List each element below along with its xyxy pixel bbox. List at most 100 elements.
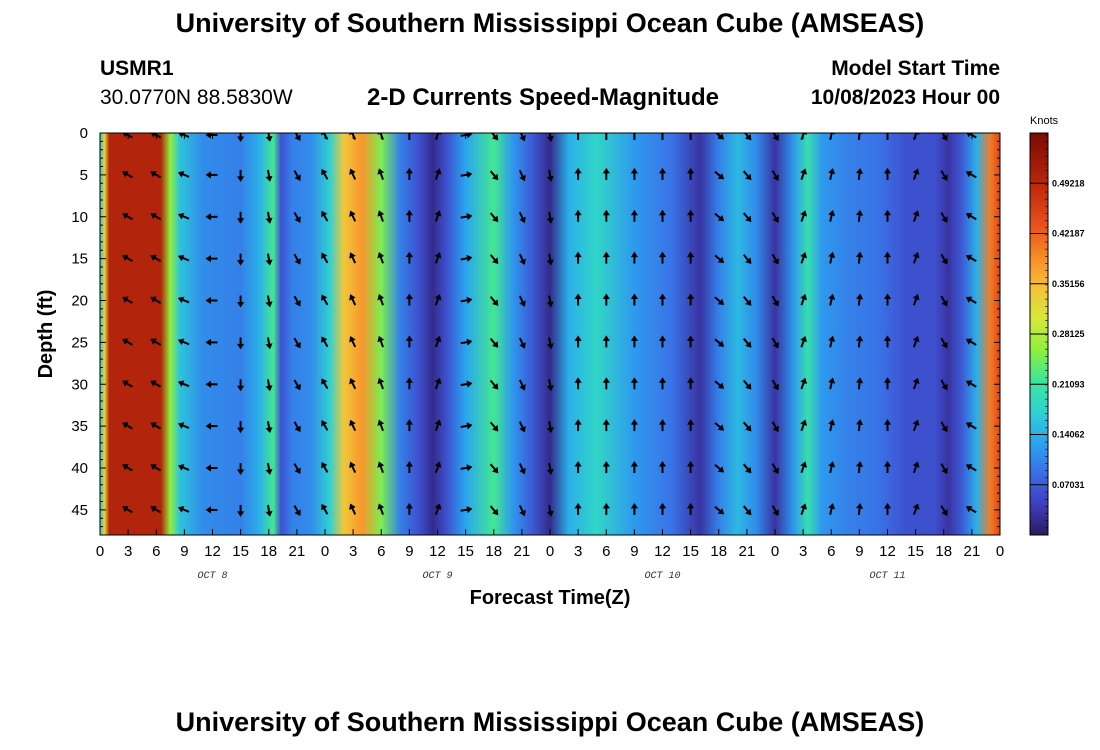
x-tick-label: 15 [907, 543, 924, 560]
current-vector-arrow [405, 335, 413, 348]
x-tick-label: 0 [996, 543, 1004, 560]
current-vector-arrow [237, 295, 245, 308]
current-vector-arrow [237, 169, 245, 182]
current-vector-arrow [883, 502, 892, 515]
current-vector-arrow [742, 421, 752, 432]
x-tick-label: 15 [682, 543, 699, 560]
x-axis-title: Forecast Time(Z) [470, 587, 631, 609]
current-vector-arrow [205, 464, 218, 472]
current-vector-arrow [965, 212, 977, 221]
current-vector-arrow [800, 210, 807, 222]
current-vector-arrow [940, 463, 948, 475]
current-vector-arrow [602, 293, 610, 306]
current-vector-arrow [293, 379, 301, 391]
current-vector-arrow [518, 504, 526, 517]
current-vector-arrow [518, 379, 526, 391]
current-vector-arrow [630, 335, 638, 348]
current-vector-arrow [940, 211, 948, 223]
current-vector-arrow [714, 170, 725, 180]
current-vector-arrow [405, 461, 413, 473]
station-id: USMR1 [100, 57, 174, 80]
x-tick-label: 12 [879, 543, 896, 560]
x-tick-label: 18 [710, 543, 727, 560]
current-vector-arrow [714, 212, 725, 222]
current-vector-arrow [828, 461, 836, 474]
current-vector-arrow [150, 171, 162, 179]
current-vector-arrow [177, 212, 190, 220]
x-tick-label: 21 [289, 543, 306, 560]
current-vector-arrow [800, 252, 807, 264]
current-vector-arrow [377, 503, 385, 515]
current-vector-arrow [546, 295, 554, 308]
current-vector-arrow [912, 419, 920, 432]
current-vector-arrow [602, 251, 610, 264]
current-vector-arrow [321, 461, 329, 473]
current-vector-arrow [965, 464, 977, 472]
current-vector-arrow [940, 379, 948, 391]
current-vector-arrow [855, 377, 864, 390]
current-vector-arrow [855, 293, 864, 306]
current-vector-arrow [687, 461, 695, 473]
current-vector-arrow [265, 169, 273, 182]
current-vector-arrow [150, 506, 162, 514]
x-tick-label: 9 [405, 543, 413, 560]
current-vector-arrow [828, 419, 836, 432]
current-vector-arrow [546, 169, 554, 182]
current-vector-arrow [434, 335, 442, 348]
current-vector-arrow [965, 133, 977, 139]
current-vector-arrow [828, 293, 836, 306]
current-vector-arrow [377, 335, 385, 348]
current-vector-arrow [883, 167, 892, 180]
current-vector-arrow [687, 502, 695, 515]
current-vector-arrow [771, 253, 779, 265]
current-vector-arrow [321, 336, 329, 348]
day-label: OCT 11 [869, 571, 905, 582]
current-vector-arrow [742, 296, 752, 306]
current-vector-arrow [771, 379, 779, 391]
current-vector-arrow [177, 338, 190, 346]
current-vector-arrow [574, 209, 582, 222]
current-vector-arrow [150, 338, 162, 346]
current-vector-arrow [855, 251, 864, 264]
current-vector-arrow [602, 419, 610, 432]
current-vector-arrow [714, 254, 725, 264]
current-vector-arrow [293, 295, 301, 307]
current-vector-arrow [349, 336, 357, 348]
x-tick-label: 18 [485, 543, 502, 560]
current-vector-arrow [489, 170, 499, 181]
current-vector-arrow [434, 503, 442, 515]
current-vector-arrow [150, 212, 162, 221]
day-label: OCT 10 [644, 571, 680, 582]
current-vector-arrow [912, 252, 920, 264]
current-vector-arrow [940, 170, 948, 181]
current-vector-arrow [714, 296, 725, 305]
y-tick-label: 5 [80, 167, 88, 184]
current-vector-arrow [883, 419, 892, 432]
current-vector-arrow [855, 167, 864, 180]
current-vector-arrow [771, 170, 779, 181]
colorbar-tick-label: 0.28125 [1052, 329, 1085, 339]
current-vector-arrow [177, 133, 190, 138]
current-vector-arrow [771, 463, 779, 475]
current-vector-arrow [489, 296, 499, 306]
current-vector-arrow [205, 506, 218, 514]
current-vector-arrow [460, 506, 473, 514]
current-vector-arrow [687, 419, 695, 432]
current-vector-arrow [687, 377, 695, 390]
current-vector-arrow [122, 422, 133, 430]
current-vector-arrow [293, 253, 301, 265]
current-vector-arrow [460, 338, 473, 346]
current-vector-arrow [460, 464, 473, 472]
current-vector-arrow [800, 335, 807, 348]
current-vector-arrow [714, 338, 725, 347]
current-vector-arrow [742, 505, 752, 516]
current-vector-arrow [855, 419, 864, 432]
current-vector-arrow [602, 377, 610, 390]
colorbar-unit-label: Knots [1030, 115, 1059, 127]
x-tick-label: 18 [260, 543, 277, 560]
current-vector-arrow [742, 379, 752, 390]
current-vector-arrow [122, 506, 133, 514]
current-vector-arrow [742, 463, 752, 474]
current-vector-arrow [460, 380, 473, 388]
